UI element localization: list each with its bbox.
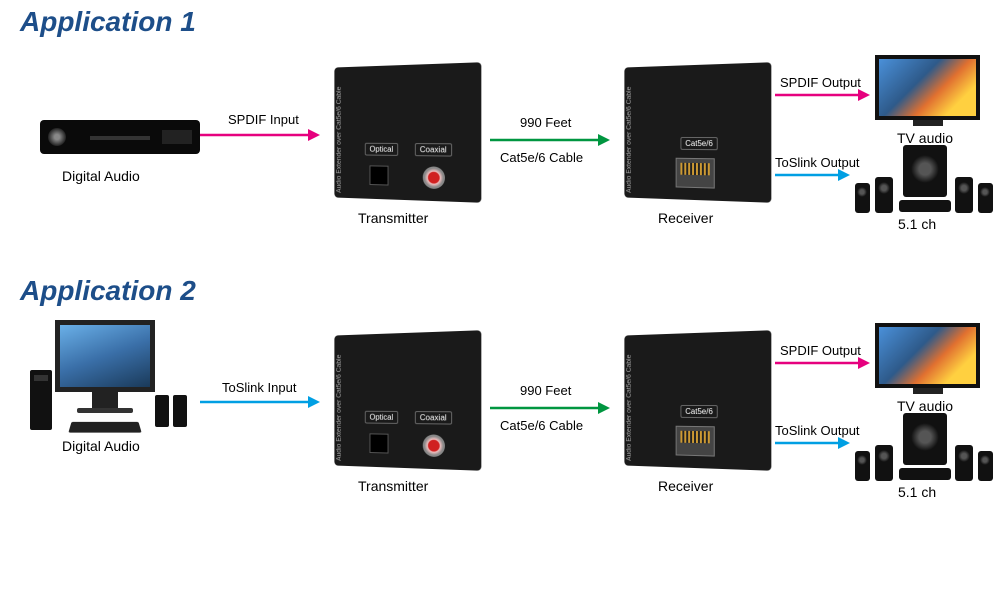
tv-label-2: TV audio (897, 398, 953, 414)
cable-label-top-2: 990 Feet (520, 383, 571, 398)
toslink-input-arrow-2 (200, 394, 320, 410)
speakers-2 (855, 413, 995, 483)
transmitter-1: Audio Extender over Cat5e/6 Cable Optica… (334, 62, 481, 202)
monitor-screen-icon (55, 320, 155, 392)
rj45-port-icon (676, 158, 715, 189)
spdif-input-label-1: SPDIF Input (228, 112, 299, 127)
spdif-output-label-1: SPDIF Output (780, 75, 861, 90)
toslink-input-label-2: ToSlink Input (222, 380, 296, 395)
tx-optical-label-1: Optical (365, 143, 398, 156)
small-speaker-right-icon (173, 395, 187, 427)
source-label-2: Digital Audio (62, 438, 140, 454)
tv-2 (875, 323, 980, 394)
tv-label-1: TV audio (897, 130, 953, 146)
tx-coaxial-label-2: Coaxial (415, 411, 452, 425)
rx-side-text-1: Audio Extender over Cat5e/6 Cable (626, 87, 632, 193)
cable-label-bot-2: Cat5e/6 Cable (500, 418, 583, 433)
receiver-2: Audio Extender over Cat5e/6 Cable Cat5e/… (624, 330, 771, 470)
source-label-1: Digital Audio (62, 168, 140, 184)
digital-audio-source-2 (55, 320, 155, 413)
app1-title: Application 1 (20, 6, 196, 38)
optical-port-icon (369, 433, 388, 453)
tx-optical-label-2: Optical (365, 411, 398, 424)
app2-title: Application 2 (20, 275, 196, 307)
toslink-output-label-1: ToSlink Output (775, 155, 860, 170)
optical-port-icon (369, 165, 388, 185)
pc-tower-icon (30, 370, 52, 430)
transmitter-2: Audio Extender over Cat5e/6 Cable Optica… (334, 330, 481, 470)
receiver-1: Audio Extender over Cat5e/6 Cable Cat5e/… (624, 62, 771, 202)
tx-coaxial-label-1: Coaxial (415, 143, 452, 157)
digital-audio-source-1 (40, 120, 200, 154)
transmitter-label-1: Transmitter (358, 210, 428, 226)
tx-side-text-1: Audio Extender over Cat5e/6 Cable (336, 87, 342, 193)
cable-arrow-1 (490, 132, 610, 148)
speakers-1 (855, 145, 995, 215)
speakers-label-2: 5.1 ch (898, 484, 936, 500)
cable-arrow-2 (490, 400, 610, 416)
coaxial-port-icon (423, 434, 445, 457)
spdif-output-label-2: SPDIF Output (780, 343, 861, 358)
keyboard-icon (68, 422, 141, 433)
tv-1 (875, 55, 980, 126)
rj45-port-icon (676, 426, 715, 457)
rx-cat-label-1: Cat5e/6 (680, 137, 717, 150)
small-speaker-left-icon (155, 395, 169, 427)
cable-label-top-1: 990 Feet (520, 115, 571, 130)
rx-side-text-2: Audio Extender over Cat5e/6 Cable (626, 355, 632, 461)
rx-cat-label-2: Cat5e/6 (680, 405, 717, 418)
tv-screen-icon (875, 323, 980, 388)
tx-side-text-2: Audio Extender over Cat5e/6 Cable (336, 355, 342, 461)
spdif-input-arrow-1 (200, 127, 320, 143)
tv-screen-icon (875, 55, 980, 120)
coaxial-port-icon (423, 166, 445, 189)
receiver-label-1: Receiver (658, 210, 713, 226)
cable-label-bot-1: Cat5e/6 Cable (500, 150, 583, 165)
transmitter-label-2: Transmitter (358, 478, 428, 494)
receiver-label-2: Receiver (658, 478, 713, 494)
toslink-output-label-2: ToSlink Output (775, 423, 860, 438)
speakers-label-1: 5.1 ch (898, 216, 936, 232)
